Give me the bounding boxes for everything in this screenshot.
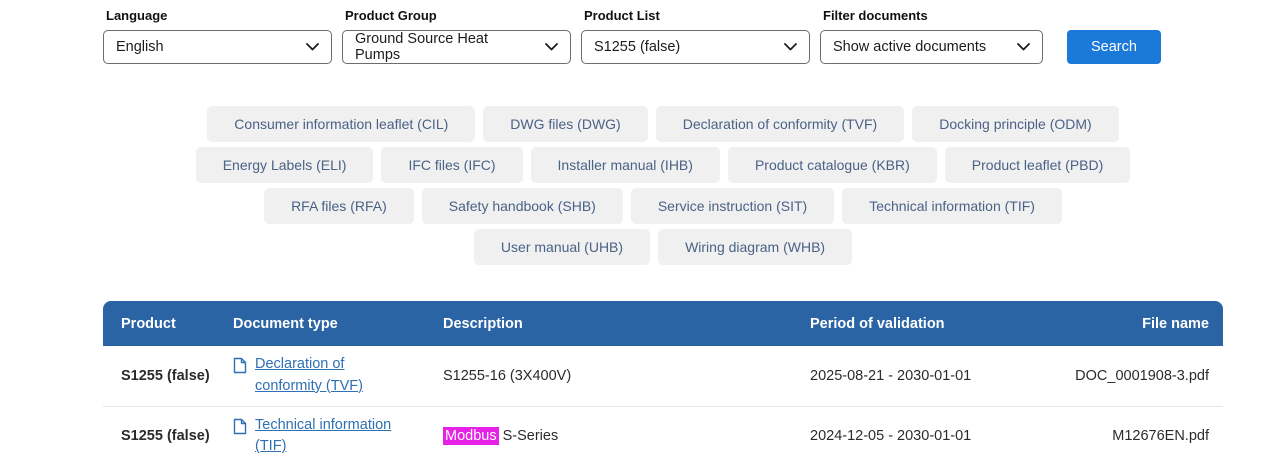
results-table: Product Document type Description Period… xyxy=(103,301,1223,456)
cell-product: S1255 (false) xyxy=(103,406,233,456)
product-list-field: Product List S1255 (false) xyxy=(581,8,810,64)
product-list-select[interactable]: S1255 (false) xyxy=(581,30,810,64)
chip-row: Consumer information leaflet (CIL) DWG fi… xyxy=(207,106,1119,142)
chevron-down-icon xyxy=(1017,43,1030,51)
filter-documents-select-value: Show active documents xyxy=(833,39,987,55)
filter-documents-field: Filter documents Show active documents xyxy=(820,8,1043,64)
document-link[interactable]: Declaration of conformity (TVF) xyxy=(233,354,419,398)
language-select-value: English xyxy=(116,39,164,55)
doc-type-chip[interactable]: IFC files (IFC) xyxy=(381,147,523,183)
table-header-row: Product Document type Description Period… xyxy=(103,301,1223,346)
language-field: Language English xyxy=(103,8,332,64)
product-group-field: Product Group Ground Source Heat Pumps xyxy=(342,8,571,64)
document-link-label: Declaration of conformity (TVF) xyxy=(255,356,363,394)
product-list-label: Product List xyxy=(584,8,660,23)
doc-type-chip[interactable]: Installer manual (IHB) xyxy=(530,147,720,183)
doc-type-chip[interactable]: DWG files (DWG) xyxy=(483,106,648,142)
doc-type-chip[interactable]: Service instruction (SIT) xyxy=(630,188,835,224)
document-link[interactable]: Technical information (TIF) xyxy=(233,415,419,456)
search-button[interactable]: Search xyxy=(1067,30,1161,64)
doc-type-chip[interactable]: Technical information (TIF) xyxy=(842,188,1062,224)
search-highlight: Modbus xyxy=(443,427,499,446)
cell-document-type: Declaration of conformity (TVF) xyxy=(233,346,443,407)
doc-type-chip[interactable]: Safety handbook (SHB) xyxy=(421,188,623,224)
cell-description: S1255-16 (3X400V) xyxy=(443,346,810,407)
doc-type-chip[interactable]: Consumer information leaflet (CIL) xyxy=(207,106,476,142)
language-label: Language xyxy=(106,8,168,23)
cell-file-name: M12676EN.pdf xyxy=(1060,406,1223,456)
product-group-label: Product Group xyxy=(345,8,437,23)
cell-document-type: Technical information (TIF) xyxy=(233,406,443,456)
product-group-select[interactable]: Ground Source Heat Pumps xyxy=(342,30,571,64)
chip-row: User manual (UHB) Wiring diagram (WHB) xyxy=(473,229,853,265)
doc-type-chip[interactable]: Docking principle (ODM) xyxy=(912,106,1119,142)
column-header-description: Description xyxy=(443,301,810,346)
cell-description: Modbus S-Series xyxy=(443,406,810,456)
product-list-select-value: S1255 (false) xyxy=(594,39,681,55)
table-row: S1255 (false) Technical information (TIF)… xyxy=(103,406,1223,456)
cell-product: S1255 (false) xyxy=(103,346,233,407)
cell-file-name: DOC_0001908-3.pdf xyxy=(1060,346,1223,407)
doc-type-chip[interactable]: Wiring diagram (WHB) xyxy=(658,229,853,265)
document-link-label: Technical information (TIF) xyxy=(255,416,392,455)
chevron-down-icon xyxy=(306,43,319,51)
doc-type-chip[interactable]: Declaration of conformity (TVF) xyxy=(655,106,905,142)
filter-documents-label: Filter documents xyxy=(823,8,928,23)
doc-type-chip[interactable]: Product catalogue (KBR) xyxy=(727,147,937,183)
column-header-file-name: File name xyxy=(1060,301,1223,346)
chip-row: RFA files (RFA) Safety handbook (SHB) Serv… xyxy=(264,188,1062,224)
cell-period-of-validation: 2025-08-21 - 2030-01-01 xyxy=(810,346,1060,407)
doc-type-chip[interactable]: Energy Labels (ELI) xyxy=(195,147,374,183)
chevron-down-icon xyxy=(784,43,797,51)
filter-documents-select[interactable]: Show active documents xyxy=(820,30,1043,64)
product-group-select-value: Ground Source Heat Pumps xyxy=(355,31,488,63)
chip-row: Energy Labels (ELI) IFC files (IFC) Instal… xyxy=(195,147,1131,183)
doc-type-chip[interactable]: Product leaflet (PBD) xyxy=(944,147,1131,183)
column-header-period: Period of validation xyxy=(810,301,1060,346)
doc-type-chip[interactable]: RFA files (RFA) xyxy=(264,188,414,224)
document-type-chip-group: Consumer information leaflet (CIL) DWG fi… xyxy=(103,106,1223,265)
results-table-wrap: Product Document type Description Period… xyxy=(103,301,1223,456)
document-icon xyxy=(233,357,247,374)
chevron-down-icon xyxy=(545,43,558,51)
column-header-document-type: Document type xyxy=(233,301,443,346)
doc-type-chip[interactable]: User manual (UHB) xyxy=(473,229,651,265)
document-icon xyxy=(233,418,247,434)
column-header-product: Product xyxy=(103,301,233,346)
filter-bar: Language English Product Group Ground So… xyxy=(103,8,1223,64)
language-select[interactable]: English xyxy=(103,30,332,64)
table-row: S1255 (false) Declaration of conformity (… xyxy=(103,346,1223,407)
cell-period-of-validation: 2024-12-05 - 2030-01-01 xyxy=(810,406,1060,456)
